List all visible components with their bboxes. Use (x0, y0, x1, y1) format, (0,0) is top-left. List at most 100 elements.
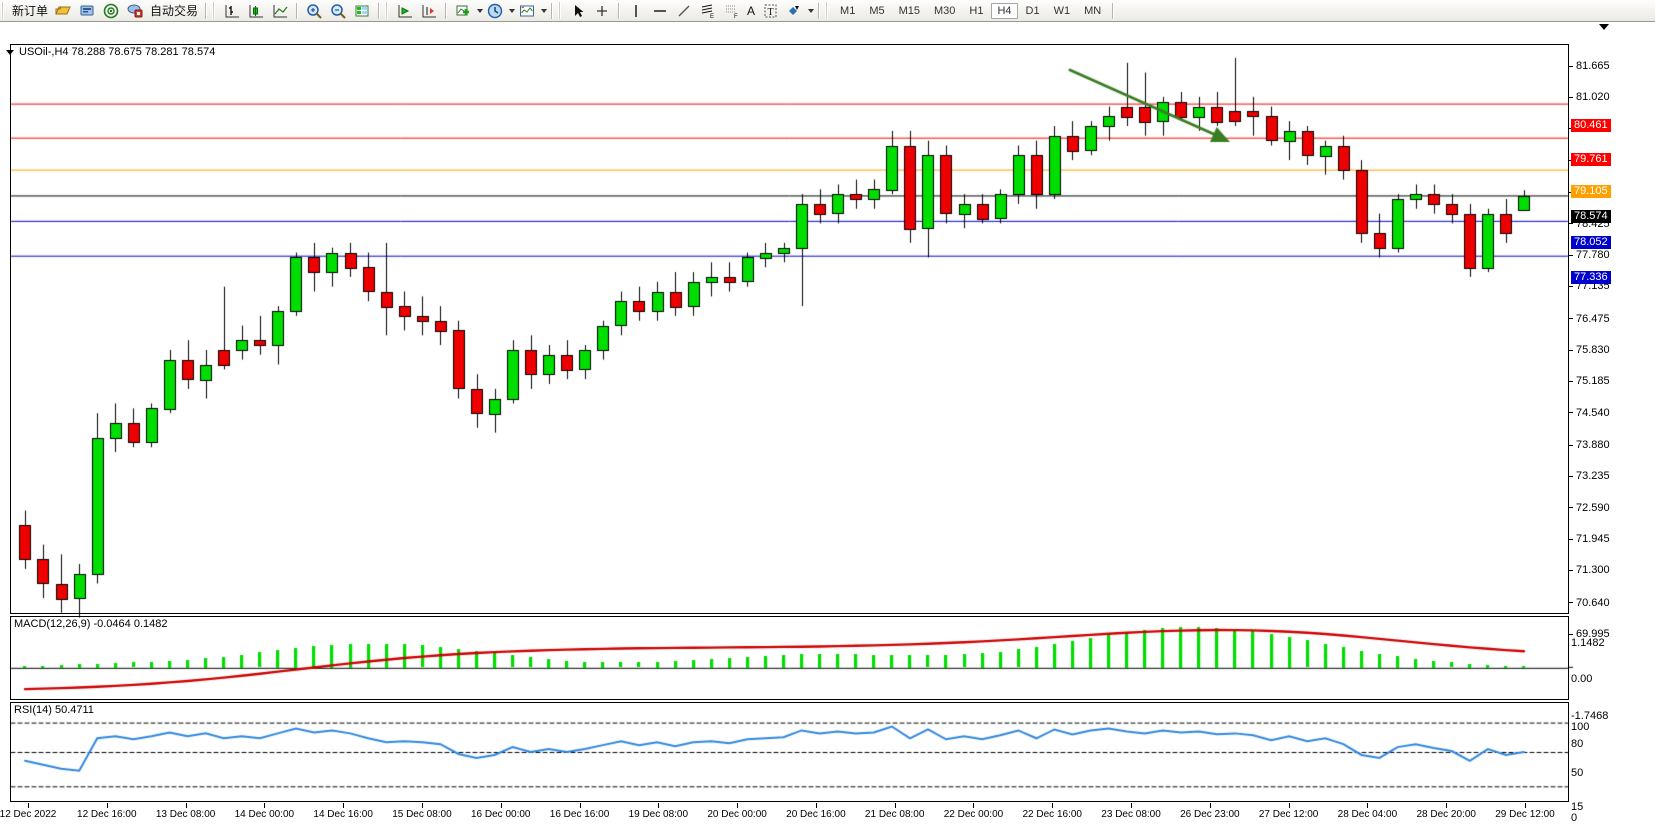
time-tick-mark (1446, 803, 1448, 808)
time-tick-mark (1525, 803, 1526, 808)
time-tick-mark (1288, 803, 1290, 808)
time-axis-label: 14 Dec 16:00 (313, 809, 373, 820)
shapes-dropdown-caret[interactable] (808, 8, 815, 13)
period-dropdown-caret[interactable] (509, 8, 516, 13)
time-tick-mark (421, 803, 423, 808)
horizontal-line-icon[interactable] (648, 1, 672, 21)
time-tick-mark (815, 803, 817, 808)
time-tick-mark (737, 803, 739, 808)
toolbar-gripper-4[interactable] (558, 2, 564, 19)
macd-tick: 0.00 (1571, 673, 1593, 685)
price-tick: 81.665 (1569, 61, 1610, 72)
text-icon[interactable]: A (744, 1, 758, 21)
signal-icon[interactable] (99, 1, 123, 21)
timeframe-m1[interactable]: M1 (840, 4, 856, 17)
new-order-button[interactable]: 新订单 (9, 1, 51, 21)
chart-area[interactable]: USOil-,H4 78.288 78.675 78.281 78.574 MA… (0, 22, 1655, 824)
svg-text:E: E (710, 14, 714, 20)
price-tick: 77.135 (1569, 281, 1610, 292)
trendline-icon[interactable] (672, 1, 696, 21)
svg-text:T: T (768, 7, 774, 18)
price-axis[interactable]: 81.66581.02080.37579.72179.07078.42577.7… (1569, 44, 1655, 824)
channel-icon[interactable]: F (720, 1, 744, 21)
zoom-out-icon[interactable] (326, 1, 350, 21)
price-tick: 76.475 (1569, 313, 1610, 324)
add-indicator-icon[interactable] (451, 1, 475, 21)
chart-shift-icon[interactable] (393, 1, 417, 21)
macd-indicator-label: MACD(12,26,9) -0.0464 0.1482 (14, 618, 168, 630)
time-axis[interactable]: 12 Dec 2022 12 Dec 16:00 13 Dec 08:00 14 De… (0, 803, 1569, 821)
toolbar-separator-6 (618, 2, 621, 19)
zoom-in-icon[interactable] (302, 1, 326, 21)
timeframe-d1[interactable]: D1 (1025, 4, 1040, 17)
timeframe-h4[interactable]: H4 (991, 2, 1018, 19)
time-axis-label: 19 Dec 08:00 (628, 809, 689, 820)
indicator-dropdown-caret[interactable] (477, 8, 484, 13)
price-tick: 73.880 (1569, 439, 1610, 450)
timeframe-m5[interactable]: M5 (869, 4, 885, 17)
line-chart-icon[interactable] (268, 1, 292, 21)
timeframe-w1[interactable]: W1 (1053, 4, 1071, 17)
time-tick-mark (1209, 803, 1211, 808)
price-tag-78.574: 78.574 (1571, 210, 1611, 224)
time-tick-mark (28, 803, 29, 808)
templates-icon[interactable] (515, 1, 539, 21)
rsi-tick: 80 (1571, 737, 1584, 750)
period-icon[interactable] (483, 1, 507, 21)
price-tick: 78.425 (1569, 218, 1610, 229)
timeframe-m15[interactable]: M15 (898, 4, 921, 17)
cursor-icon[interactable] (566, 1, 590, 21)
price-tag-78.052: 78.052 (1571, 235, 1611, 249)
auto-trading-label: 自动交易 (150, 4, 199, 18)
auto-trading-button[interactable]: 自动交易 (147, 1, 201, 21)
price-tick: 73.235 (1569, 471, 1610, 482)
time-axis-label: 21 Dec 08:00 (864, 809, 925, 820)
timeframe-h1[interactable]: H1 (969, 4, 984, 17)
time-axis-label: 14 Dec 00:00 (234, 809, 295, 820)
rsi-indicator-label: RSI(14) 50.4711 (14, 704, 94, 716)
chart-menu-caret-icon[interactable] (6, 49, 14, 55)
fibo-icon[interactable]: E (696, 1, 720, 21)
price-tick: 71.300 (1569, 565, 1610, 576)
price-tag-80.461: 80.461 (1571, 118, 1611, 132)
chart-canvas[interactable] (0, 22, 1655, 821)
label-icon[interactable]: T (758, 1, 782, 21)
price-tick: 75.185 (1569, 376, 1610, 387)
terminal-icon[interactable] (75, 1, 99, 21)
time-tick-mark (1367, 803, 1369, 808)
auto-scroll-icon[interactable] (417, 1, 441, 21)
rsi-tick: 100 (1571, 721, 1590, 733)
autotrading-icon[interactable] (123, 1, 147, 21)
price-tick: 71.945 (1569, 534, 1610, 545)
toolbar-separator-5 (551, 2, 554, 19)
folder-icon[interactable] (51, 1, 75, 21)
time-axis-label: 20 Dec 00:00 (707, 809, 767, 820)
rsi-tick: 0 (1571, 812, 1578, 824)
time-axis-label: 28 Dec 20:00 (1416, 809, 1476, 820)
price-tag-79.761: 79.761 (1571, 152, 1611, 166)
time-tick-mark (1052, 803, 1054, 808)
toolbar-separator (205, 2, 208, 19)
toolbar-gripper-2[interactable] (212, 2, 218, 19)
timeframe-mn[interactable]: MN (1084, 4, 1102, 17)
bar-chart-icon[interactable] (220, 1, 244, 21)
time-axis-label: 22 Dec 16:00 (1022, 809, 1083, 820)
toolbar-gripper-5[interactable] (825, 2, 831, 19)
time-tick-mark (658, 803, 660, 808)
new-order-label: 新订单 (12, 4, 49, 18)
timeframe-m30[interactable]: M30 (934, 4, 956, 17)
time-axis-label: 13 Dec 08:00 (155, 809, 216, 820)
templates-dropdown-caret[interactable] (541, 8, 548, 13)
rsi-tick: 50 (1571, 767, 1584, 779)
shapes-icon[interactable] (782, 1, 806, 21)
crosshair-icon[interactable] (590, 1, 614, 21)
toolbar-gripper[interactable] (1, 2, 6, 19)
text-tool-label: A (747, 3, 756, 18)
vertical-line-icon[interactable] (624, 1, 648, 21)
macd-tick: -1.7468 (1571, 710, 1609, 722)
toolbar-gripper-3[interactable] (385, 2, 391, 19)
candlestick-icon[interactable] (244, 1, 268, 21)
data-window-icon[interactable] (350, 1, 374, 21)
time-tick-mark (106, 803, 108, 808)
time-axis-label: 27 Dec 12:00 (1258, 809, 1319, 820)
